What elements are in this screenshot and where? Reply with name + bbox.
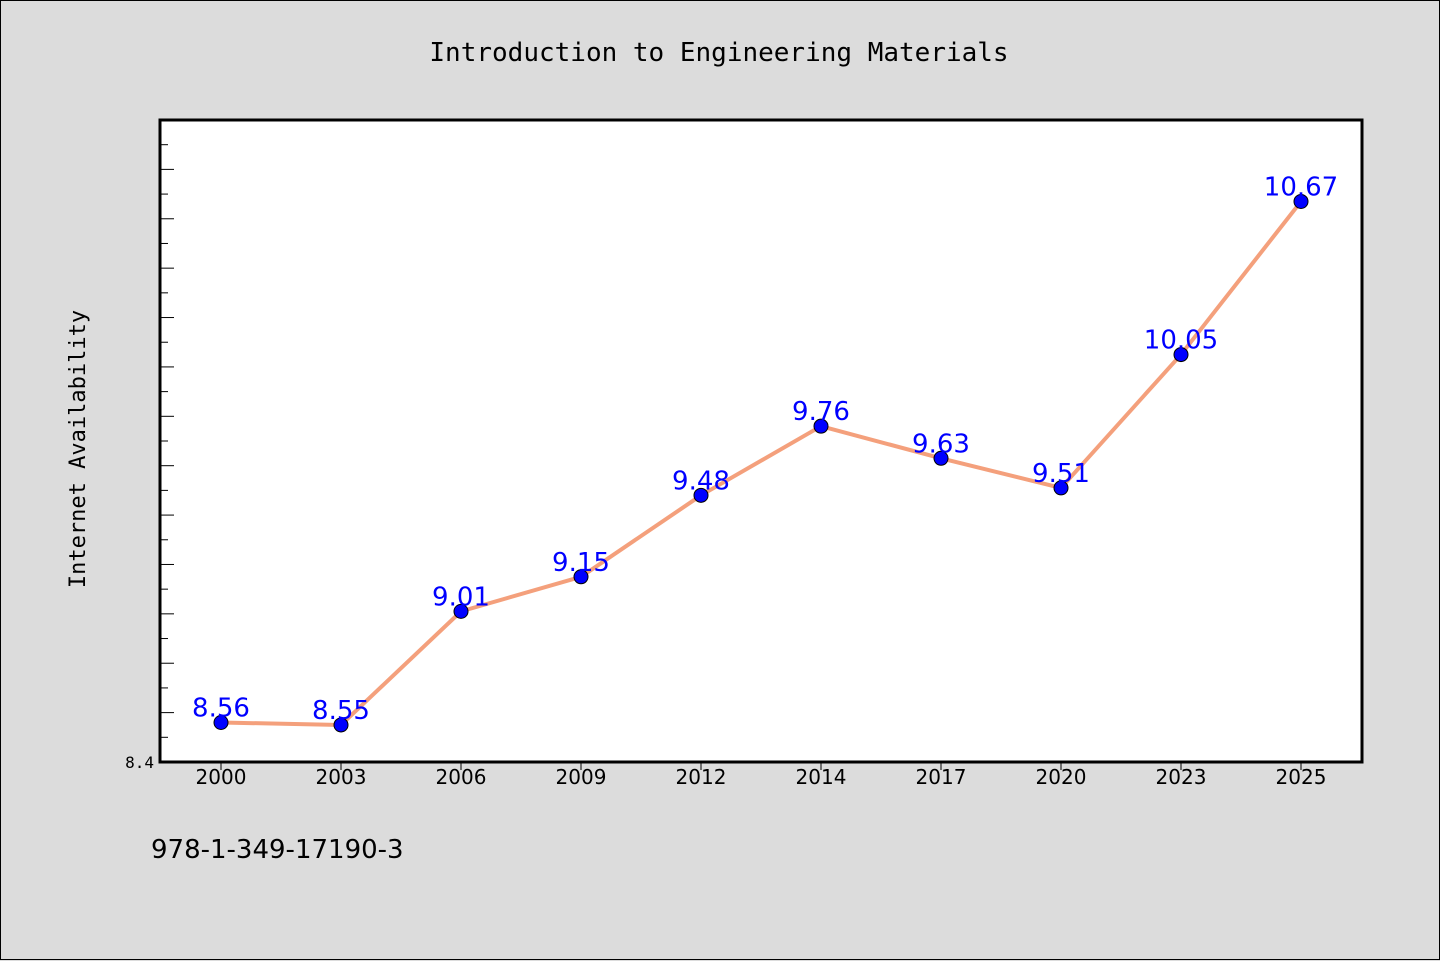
- chart-title: Introduction to Engineering Materials: [429, 38, 1008, 68]
- data-label: 9.15: [552, 548, 610, 578]
- y-axis-ticks: 8.4: [125, 144, 174, 772]
- x-tick-label: 2000: [196, 765, 247, 789]
- data-label: 10.05: [1144, 326, 1218, 356]
- data-label: 10.67: [1264, 172, 1338, 202]
- plot-area: [158, 118, 1364, 764]
- x-axis-ticks: 2000 2003 2006 2009 2012 2014 2017 2020 2023 2025: [196, 762, 1327, 789]
- data-point: [1053, 480, 1069, 496]
- data-label: 8.56: [192, 693, 250, 723]
- data-point: [693, 487, 709, 503]
- data-label: 9.01: [432, 582, 490, 612]
- data-point: [573, 569, 589, 585]
- x-tick-label: 2006: [436, 765, 487, 789]
- series-layer: 8.56 8.55 9.01 9.15 9.48 9.76 9.63 9.51 10.05 10.…: [192, 172, 1338, 733]
- data-point: [213, 714, 229, 730]
- x-tick-label: 2014: [796, 765, 847, 789]
- y-tick-label: 8.4: [125, 753, 154, 772]
- data-label: 8.55: [312, 696, 370, 726]
- y-axis-label: Internet Availability: [66, 310, 91, 588]
- data-point: [933, 450, 949, 466]
- data-point: [333, 717, 349, 733]
- data-point: [453, 603, 469, 619]
- data-point: [1293, 193, 1309, 209]
- x-tick-label: 2020: [1036, 765, 1087, 789]
- data-label: 9.48: [672, 466, 730, 496]
- data-label: 9.51: [1032, 459, 1090, 489]
- data-label: 9.63: [912, 429, 970, 459]
- x-tick-label: 2023: [1156, 765, 1207, 789]
- x-tick-label: 2025: [1276, 765, 1327, 789]
- x-tick-label: 2009: [556, 765, 607, 789]
- x-tick-label: 2017: [916, 765, 967, 789]
- series-line: [219, 199, 1303, 727]
- data-point: [1173, 347, 1189, 363]
- data-point: [813, 418, 829, 434]
- x-tick-label: 2012: [676, 765, 727, 789]
- data-label: 9.76: [792, 397, 850, 427]
- x-tick-label: 2003: [316, 765, 367, 789]
- isbn-footer: 978-1-349-17190-3: [151, 835, 404, 865]
